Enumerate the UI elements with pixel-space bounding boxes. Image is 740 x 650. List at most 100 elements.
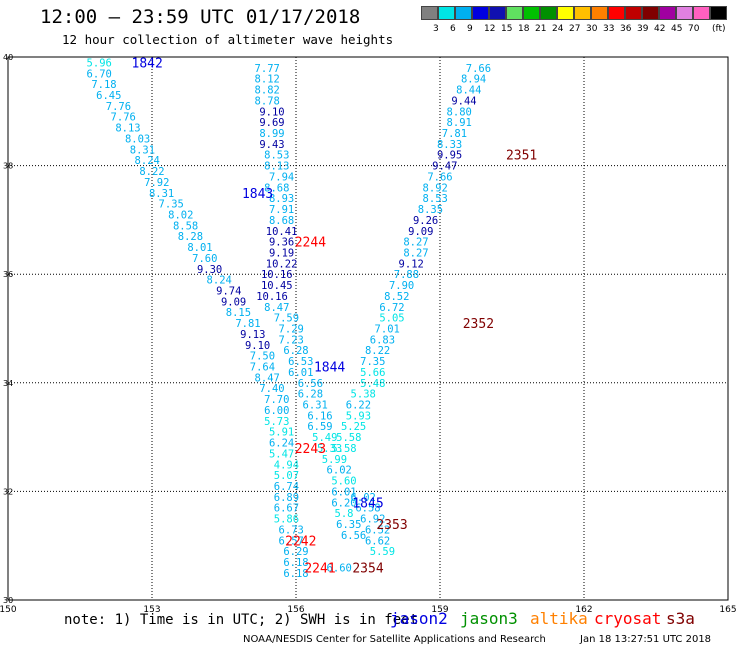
swh-value: 5.07 bbox=[274, 470, 299, 482]
legend-swatch bbox=[608, 6, 625, 20]
swh-value: 7.29 bbox=[279, 324, 304, 336]
pass-number-label: 2354 bbox=[352, 561, 383, 576]
swh-value: 5.96 bbox=[87, 57, 112, 69]
legend-label: 21 bbox=[535, 24, 547, 34]
swh-value: 7.35 bbox=[360, 356, 385, 368]
swh-value: 5.60 bbox=[331, 476, 356, 488]
legend-swatch bbox=[438, 6, 455, 20]
swh-value: 6.72 bbox=[379, 302, 404, 314]
pass-number-label: 2241 bbox=[304, 561, 335, 576]
plot-frame bbox=[7, 56, 729, 601]
y-tick-label: 40 bbox=[3, 53, 13, 62]
swh-value: 6.18 bbox=[283, 557, 308, 569]
footer-note: note: 1) Time is in UTC; 2) SWH is in fe… bbox=[64, 612, 419, 628]
swh-value: 7.64 bbox=[250, 362, 275, 374]
satellite-cryosat: cryosat bbox=[594, 609, 662, 628]
swh-value: 8.80 bbox=[447, 106, 472, 118]
swh-value: 9.95 bbox=[437, 150, 462, 162]
swh-value: 8.31 bbox=[149, 188, 174, 200]
swh-value: 7.66 bbox=[466, 63, 491, 75]
swh-value: 9.47 bbox=[432, 161, 457, 173]
y-tick-label: 36 bbox=[3, 270, 13, 279]
legend-swatch bbox=[472, 6, 489, 20]
legend-swatch bbox=[676, 6, 693, 20]
pass-number-label: 1845 bbox=[352, 496, 383, 511]
swh-value: 7.76 bbox=[106, 101, 131, 113]
swh-value: 8.01 bbox=[187, 242, 212, 254]
swh-value: 8.68 bbox=[264, 182, 289, 194]
swh-value: 5.33 bbox=[317, 443, 342, 455]
legend-unit: (ft) bbox=[712, 24, 726, 34]
legend-swatch bbox=[455, 6, 472, 20]
chart-subtitle: 12 hour collection of altimeter wave hei… bbox=[62, 32, 394, 47]
swh-value: 9.10 bbox=[259, 106, 284, 118]
swh-value: 5.93 bbox=[346, 410, 371, 422]
swh-value: 5.99 bbox=[322, 454, 347, 466]
swh-value: 7.92 bbox=[144, 177, 169, 189]
swh-value: 6.56 bbox=[341, 530, 366, 542]
credit-text: NOAA/NESDIS Center for Satellite Applica… bbox=[243, 634, 546, 645]
swh-value: 6.70 bbox=[87, 68, 112, 80]
swh-value: 6.57 bbox=[279, 535, 304, 547]
swh-value: 8.24 bbox=[135, 155, 160, 167]
swh-value: 7.01 bbox=[375, 324, 400, 336]
pass-number-label: 2243 bbox=[295, 442, 326, 457]
swh-value: 6.00 bbox=[264, 405, 289, 417]
swh-value: 7.94 bbox=[269, 171, 294, 183]
swh-value: 6.58 bbox=[355, 503, 380, 515]
satellite-s3a: s3a bbox=[666, 609, 695, 628]
swh-value: 7.60 bbox=[192, 253, 217, 265]
swh-value: 8.94 bbox=[461, 74, 486, 86]
chart-title: 12:00 – 23:59 UTC 01/17/2018 bbox=[40, 6, 361, 28]
swh-value: 5.25 bbox=[341, 421, 366, 433]
swh-value: 6.53 bbox=[288, 356, 313, 368]
x-tick-label: 162 bbox=[575, 605, 592, 615]
swh-value: 6.83 bbox=[370, 334, 395, 346]
swh-value: 8.12 bbox=[255, 74, 280, 86]
swh-value: 6.67 bbox=[274, 503, 299, 515]
swh-value: 7.81 bbox=[235, 318, 260, 330]
swh-value: 7.88 bbox=[394, 269, 419, 281]
swh-value: 6.29 bbox=[283, 546, 308, 558]
legend-label: 45 bbox=[671, 24, 683, 34]
swh-value: 6.89 bbox=[274, 492, 299, 504]
swh-value: 5.05 bbox=[379, 313, 404, 325]
swh-value: 9.36 bbox=[269, 237, 294, 249]
timestamp: Jan 18 13:27:51 UTC 2018 bbox=[580, 634, 712, 645]
satellite-altika: altika bbox=[530, 609, 588, 628]
swh-value: 6.74 bbox=[274, 481, 299, 493]
swh-value: 7.35 bbox=[159, 199, 184, 211]
swh-value: 8.22 bbox=[139, 166, 164, 178]
legend-label: 12 bbox=[484, 24, 496, 34]
satellite-jason2: jason2 bbox=[390, 609, 448, 628]
swh-value: 7.40 bbox=[259, 383, 284, 395]
legend-label: 42 bbox=[654, 24, 666, 34]
swh-value: 8.82 bbox=[255, 85, 280, 97]
legend-swatch bbox=[489, 6, 506, 20]
legend-label: 24 bbox=[552, 24, 564, 34]
legend-swatch bbox=[421, 6, 438, 20]
legend-swatch bbox=[659, 6, 676, 20]
swh-value: 8.78 bbox=[255, 95, 280, 107]
legend-label: 3 bbox=[433, 24, 439, 34]
swh-value: 8.27 bbox=[403, 247, 428, 259]
legend-label: 9 bbox=[467, 24, 473, 34]
swh-value: 7.50 bbox=[250, 351, 275, 363]
swh-value: 5.86 bbox=[274, 514, 299, 526]
legend-label: 36 bbox=[620, 24, 632, 34]
legend-swatch bbox=[642, 6, 659, 20]
swh-value: 8.13 bbox=[115, 123, 140, 135]
swh-value: 8.33 bbox=[437, 139, 462, 151]
y-tick-label: 32 bbox=[3, 487, 13, 496]
pass-number-label: 2242 bbox=[285, 534, 316, 549]
swh-value: 6.52 bbox=[365, 524, 390, 536]
swh-value: 8.35 bbox=[418, 204, 443, 216]
legend-swatch bbox=[557, 6, 574, 20]
swh-value: 9.43 bbox=[259, 139, 284, 151]
swh-value: 6.22 bbox=[346, 400, 371, 412]
legend-label: 39 bbox=[637, 24, 649, 34]
swh-value: 6.02 bbox=[351, 492, 376, 504]
swh-value: 7.90 bbox=[389, 280, 414, 292]
legend-swatch bbox=[710, 6, 727, 20]
